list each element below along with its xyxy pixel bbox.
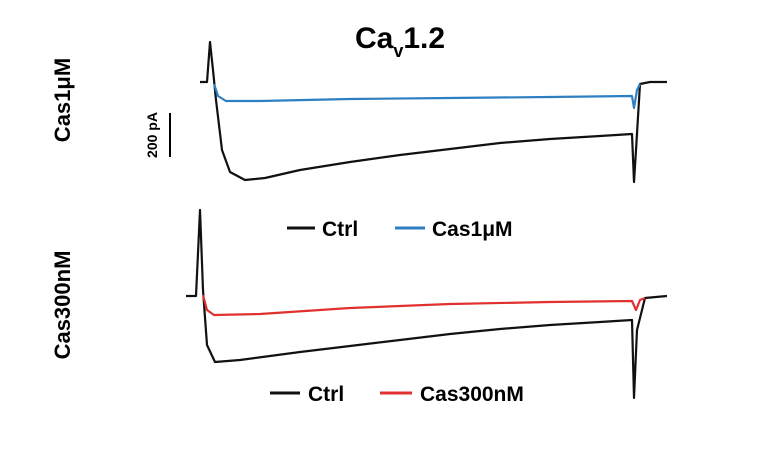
ctrl-trace — [186, 208, 668, 400]
cas-trace — [212, 83, 641, 110]
panel-label: Cas1μM — [50, 58, 75, 142]
panel-label: Cas300nM — [50, 251, 75, 360]
legend-label: Cas300nM — [420, 383, 524, 406]
legend-label: Ctrl — [308, 383, 344, 406]
ctrl-trace — [200, 40, 667, 184]
title: Cav1.2 — [355, 22, 445, 61]
title-rest: 1.2 — [403, 22, 445, 55]
legend-label: Ctrl — [322, 218, 358, 241]
title-sub: v — [393, 41, 403, 61]
cas-trace — [201, 294, 646, 317]
legend-label: Cas1μM — [432, 218, 513, 241]
scale-bar-label: 200 pA — [144, 112, 160, 158]
title-main: Ca — [355, 22, 394, 55]
